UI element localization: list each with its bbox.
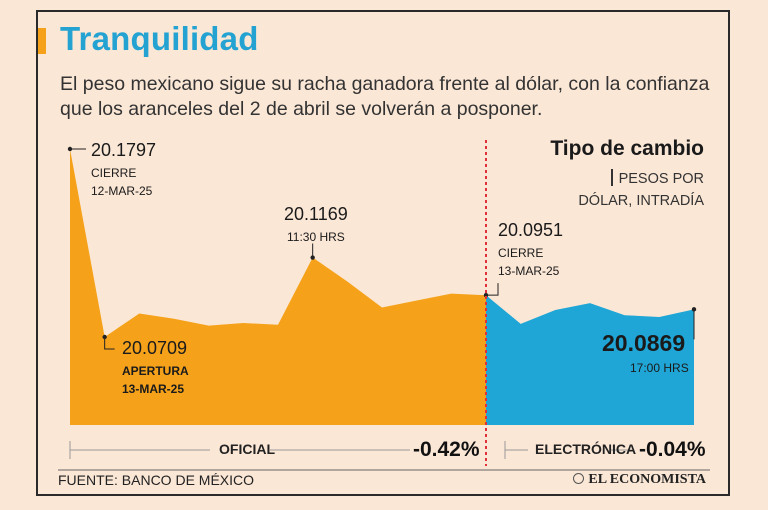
subtitle: El peso mexicano sigue su racha ganadora… [60,73,710,120]
title-accent [38,28,46,54]
label-apertura-text: APERTURA [122,364,189,378]
publisher-name: EL ECONOMISTA [588,472,706,487]
series-electronica-label: ELECTRÓNICA [535,441,637,457]
label-peak-value: 20.1169 [284,204,348,224]
source-note: FUENTE: BANCO DE MÉXICO [58,472,255,488]
label-apertura-value: 20.0709 [122,338,188,358]
label-peak-time: 11:30 HRS [287,230,345,244]
units-line-1: PESOS POR [618,171,704,187]
label-cierre2-value: 20.0951 [498,220,564,240]
annotation-leader-3 [486,283,499,296]
label-cierre2-date: 13-MAR-25 [498,264,560,278]
label-cierre2-text: CIERRE [498,246,544,260]
label-cierre-text: CIERRE [91,166,137,180]
units-line-2: DÓLAR, INTRADÍA [578,193,704,209]
label-cierre-date: 12-MAR-25 [91,184,153,198]
chart-units: PESOS POR DÓLAR, INTRADÍA [524,168,704,212]
annotation-dot-0 [67,146,73,152]
series-electronica-change: -0.04% [639,438,706,461]
area-electronica [486,295,694,425]
annotation-dot-2 [310,255,315,260]
label-apertura-date: 13-MAR-25 [122,382,185,396]
chart-title: Tipo de cambio [550,137,704,160]
area-oficial [70,149,486,425]
label-last-time: 17:00 HRS [630,361,689,375]
label-cierre-value: 20.1797 [91,140,157,160]
series-oficial-change: -0.42% [413,438,480,461]
publisher-logo: EL ECONOMISTA [573,472,706,488]
annotation-dot-3 [483,292,489,298]
annotation-dot-4 [691,307,697,312]
page-title: Tranquilidad [60,20,259,57]
annotation-leader-1 [104,337,115,350]
series-oficial-label: OFICIAL [219,441,275,457]
label-last-value: 20.0869 [602,330,686,356]
logo-icon [573,473,585,484]
annotation-dot-1 [102,334,107,340]
